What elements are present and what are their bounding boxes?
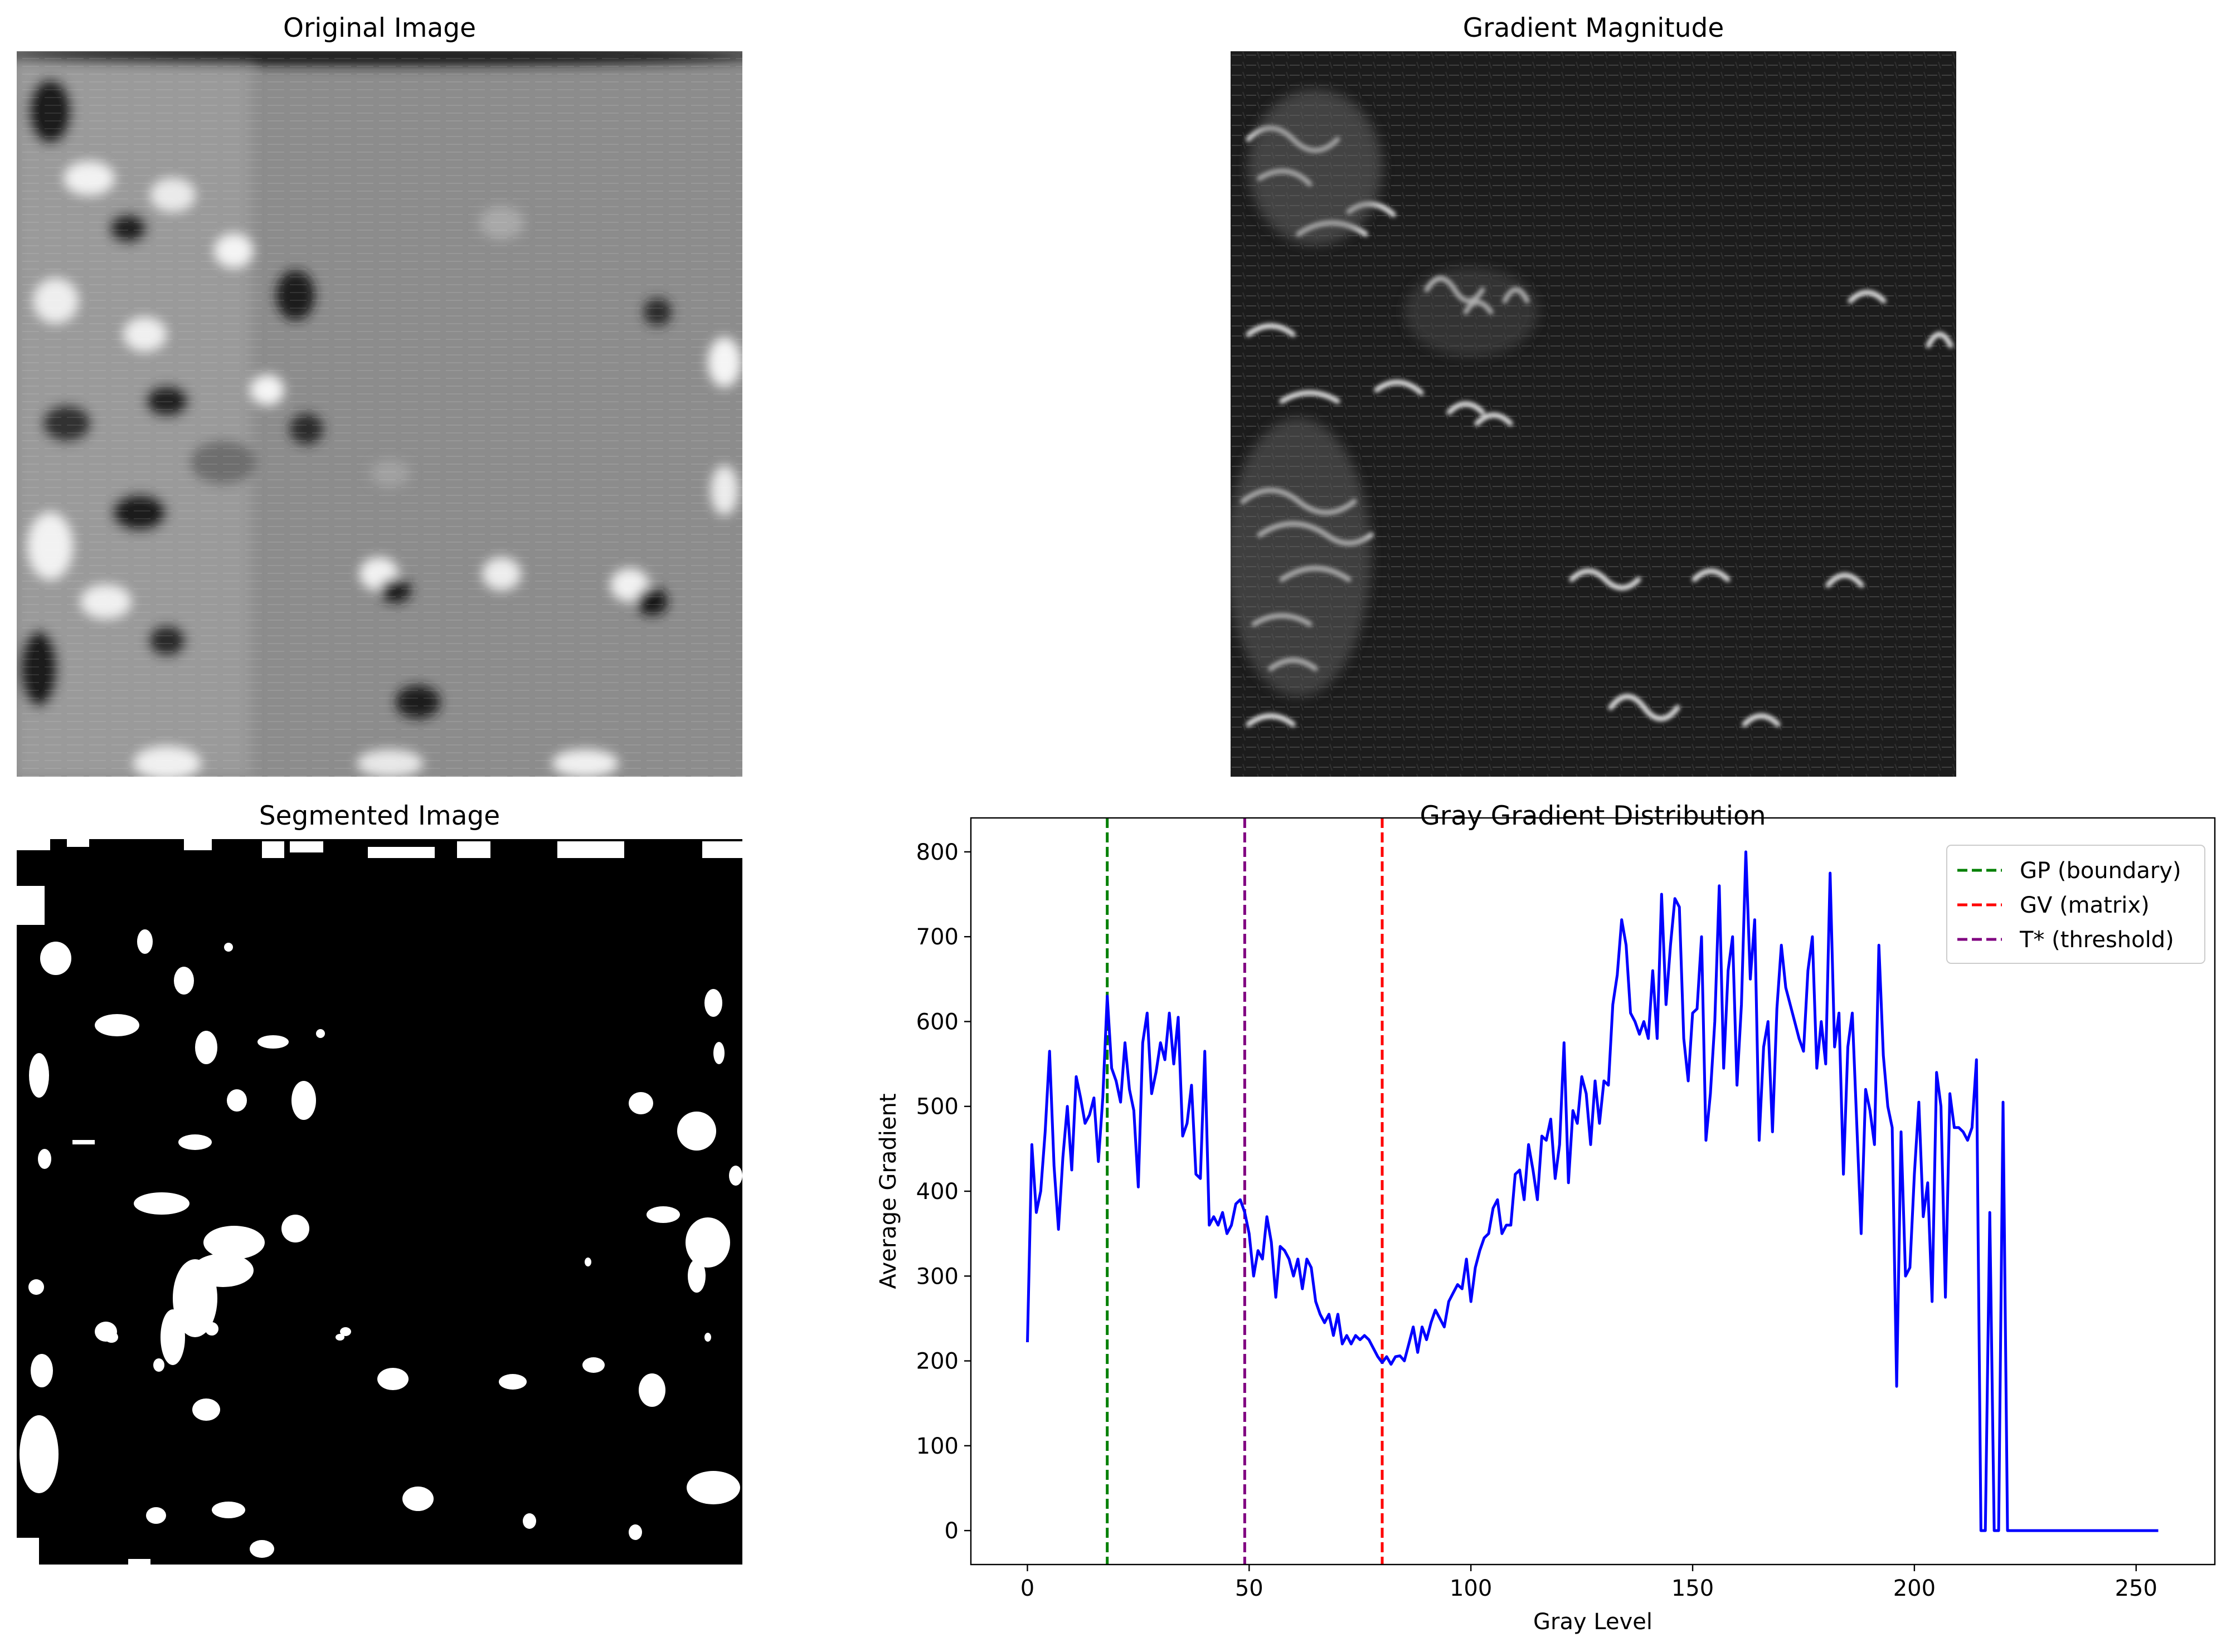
x-axis-label: Gray Level <box>1533 1609 1652 1635</box>
segmented-image <box>17 839 742 1565</box>
x-tick-label: 250 <box>2115 1576 2157 1601</box>
y-tick-label: 200 <box>916 1349 959 1375</box>
legend-label: GV (matrix) <box>2020 893 2150 918</box>
panel-original-image: Original Image <box>17 13 742 777</box>
legend: GP (boundary) GV (matrix) T* (threshold) <box>1946 845 2205 964</box>
x-tick-label: 50 <box>1235 1576 1263 1601</box>
legend-box <box>1946 845 2205 964</box>
chart-title: Gray Gradient Distribution <box>1420 801 1766 831</box>
y-tick-label: 400 <box>916 1179 959 1205</box>
y-tick-label: 600 <box>916 1009 959 1035</box>
x-tick-label: 0 <box>1020 1576 1034 1601</box>
x-tick-label: 100 <box>1450 1576 1492 1601</box>
legend-label: GP (boundary) <box>2020 858 2181 884</box>
original-image <box>17 51 742 777</box>
panel-title-segmented: Segmented Image <box>259 801 500 831</box>
y-axis-ticks: 0 100 200 300 400 500 600 700 800 <box>916 840 971 1544</box>
y-tick-label: 100 <box>916 1434 959 1459</box>
y-tick-label: 500 <box>916 1094 959 1120</box>
gradient-magnitude-image <box>1231 51 1956 777</box>
x-axis-ticks: 0 50 100 150 200 250 <box>1020 1565 2157 1601</box>
y-axis-label: Average Gradient <box>876 1093 901 1289</box>
panel-gradient-magnitude: Gradient Magnitude <box>1231 13 1956 777</box>
series-line-0 <box>1026 850 2159 1532</box>
y-tick-label: 0 <box>945 1518 959 1544</box>
legend-label: T* (threshold) <box>2019 927 2174 953</box>
gray-gradient-chart: Gray Gradient Distribution 0 50 100 150 200 2… <box>876 801 2216 1635</box>
y-tick-label: 700 <box>916 924 959 950</box>
y-tick-label: 300 <box>916 1264 959 1289</box>
x-tick-label: 200 <box>1893 1576 1936 1601</box>
panel-title-gradient: Gradient Magnitude <box>1463 13 1724 43</box>
y-tick-label: 800 <box>916 840 959 865</box>
panel-title-original: Original Image <box>283 13 476 43</box>
x-tick-label: 150 <box>1671 1576 1714 1601</box>
panel-segmented-image: Segmented Image <box>17 801 742 1565</box>
